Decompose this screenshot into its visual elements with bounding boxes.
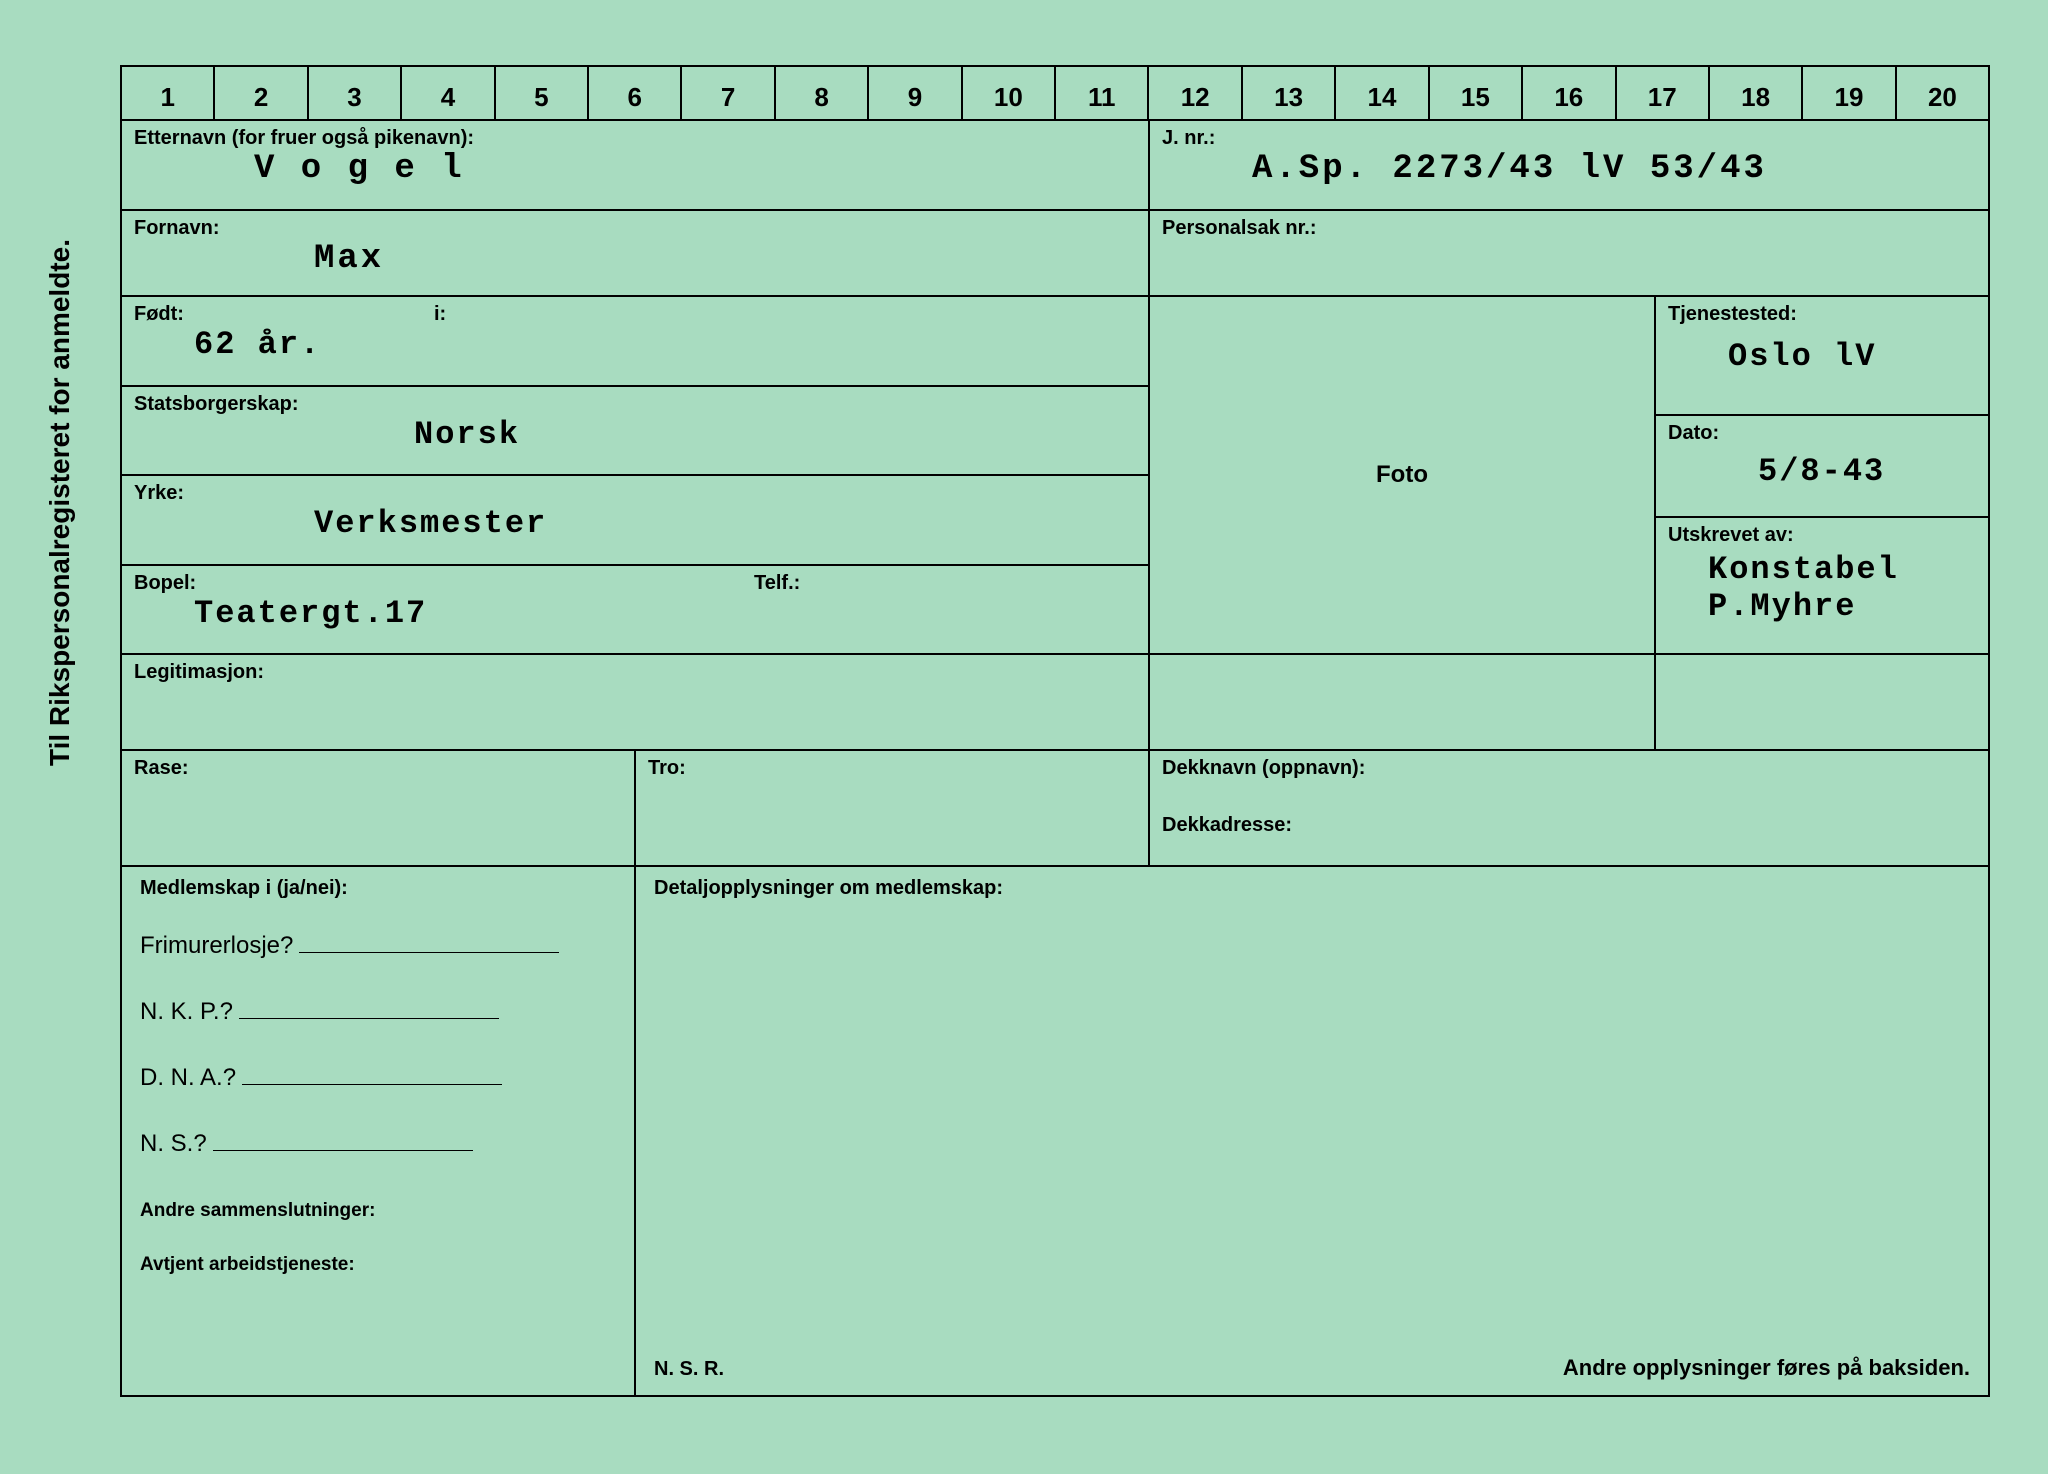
label-rase: Rase: (134, 757, 622, 780)
ruler-cell: 1 (122, 67, 215, 119)
value-utskrevet-2: P.Myhre (1668, 588, 1976, 625)
ruler-cell: 16 (1523, 67, 1616, 119)
label-andre-opplysninger: Andre opplysninger føres på baksiden. (1563, 1355, 1970, 1381)
ruler-cell: 14 (1336, 67, 1429, 119)
value-fodt: 62 år. (134, 326, 434, 363)
label-bopel: Bopel: (134, 572, 754, 595)
label-i: i: (434, 303, 1136, 326)
ruler-cell: 11 (1056, 67, 1149, 119)
vertical-title: Til Rikspersonalregisteret for anmeldte. (44, 239, 76, 766)
label-ns: N. S.? (140, 1130, 207, 1158)
label-nsr: N. S. R. (654, 1358, 724, 1381)
label-dna: D. N. A.? (140, 1064, 236, 1092)
label-etternavn: Etternavn (for fruer også pikenavn): (134, 127, 1136, 150)
label-avtjent: Avtjent arbeidstjeneste: (140, 1254, 616, 1276)
row-nkp: N. K. P.? (140, 998, 616, 1026)
ruler-cell: 9 (869, 67, 962, 119)
blank-line (242, 1084, 502, 1085)
label-fornavn: Fornavn: (134, 217, 1136, 240)
blank-line (299, 952, 559, 953)
label-jnr: J. nr.: (1162, 127, 1976, 150)
value-yrke: Verksmester (134, 505, 1136, 542)
label-fodt: Født: (134, 303, 434, 326)
blank-line (213, 1150, 473, 1151)
ruler-cell: 5 (496, 67, 589, 119)
label-frimurerlosje: Frimurerlosje? (140, 932, 293, 960)
label-dekknavn: Dekknavn (oppnavn): (1162, 757, 1976, 780)
ruler-cell: 15 (1430, 67, 1523, 119)
number-ruler: 1 2 3 4 5 6 7 8 9 10 11 12 13 14 15 16 1… (120, 65, 1990, 121)
label-personalsak: Personalsak nr.: (1162, 217, 1976, 240)
row-dna: D. N. A.? (140, 1064, 616, 1092)
label-tjenestested: Tjenestested: (1668, 303, 1976, 326)
label-medlemskap: Medlemskap i (ja/nei): (140, 877, 616, 900)
label-nkp: N. K. P.? (140, 998, 233, 1026)
value-utskrevet-1: Konstabel (1668, 547, 1976, 588)
ruler-cell: 3 (309, 67, 402, 119)
ruler-cell: 2 (215, 67, 308, 119)
ruler-cell: 20 (1897, 67, 1988, 119)
label-foto: Foto (1376, 461, 1428, 489)
row-frimurerlosje: Frimurerlosje? (140, 932, 616, 960)
ruler-cell: 12 (1149, 67, 1242, 119)
value-etternavn: V o g e l (134, 150, 1136, 188)
value-fornavn: Max (134, 240, 1136, 278)
ruler-cell: 19 (1803, 67, 1896, 119)
ruler-cell: 10 (963, 67, 1056, 119)
form-body: Etternavn (for fruer også pikenavn): V o… (120, 121, 1990, 1397)
blank-line (239, 1018, 499, 1019)
value-bopel: Teatergt.17 (134, 595, 754, 632)
ruler-cell: 7 (682, 67, 775, 119)
ruler-cell: 6 (589, 67, 682, 119)
label-tro: Tro: (648, 757, 1136, 780)
ruler-cell: 18 (1710, 67, 1803, 119)
label-telf: Telf.: (754, 572, 800, 595)
label-dekkadresse: Dekkadresse: (1162, 814, 1976, 837)
value-statsborgerskap: Norsk (134, 416, 1136, 453)
value-tjenestested: Oslo lV (1668, 326, 1976, 375)
label-utskrevet: Utskrevet av: (1668, 524, 1976, 547)
ruler-cell: 17 (1617, 67, 1710, 119)
label-andre-sammen: Andre sammenslutninger: (140, 1200, 616, 1222)
row-ns: N. S.? (140, 1130, 616, 1158)
label-statsborgerskap: Statsborgerskap: (134, 393, 1136, 416)
label-legitimasjon: Legitimasjon: (134, 661, 1136, 684)
label-dato: Dato: (1668, 422, 1976, 445)
ruler-cell: 8 (776, 67, 869, 119)
label-yrke: Yrke: (134, 482, 1136, 505)
registry-card: Til Rikspersonalregisteret for anmeldte.… (40, 30, 2010, 1440)
label-detaljopplysninger: Detaljopplysninger om medlemskap: (654, 877, 1970, 900)
value-dato: 5/8-43 (1668, 445, 1976, 490)
ruler-cell: 13 (1243, 67, 1336, 119)
ruler-cell: 4 (402, 67, 495, 119)
value-jnr: A.Sp. 2273/43 lV 53/43 (1162, 150, 1976, 188)
